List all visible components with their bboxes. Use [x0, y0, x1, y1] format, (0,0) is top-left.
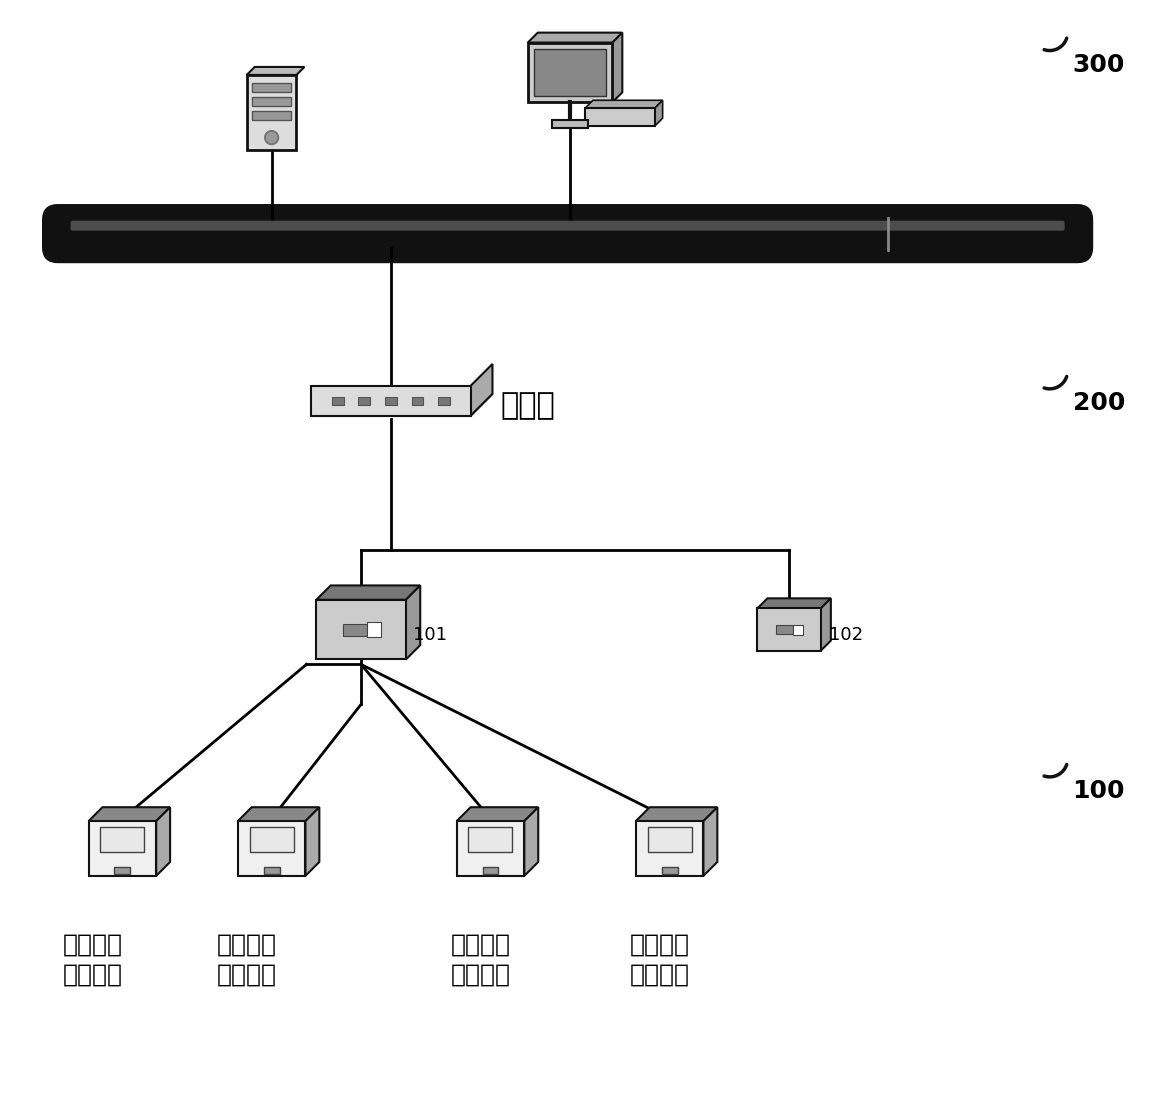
Text: 照明用电: 照明用电 — [62, 933, 122, 957]
FancyBboxPatch shape — [647, 828, 692, 852]
Text: 102: 102 — [828, 626, 862, 644]
Text: 300: 300 — [1073, 52, 1124, 76]
Polygon shape — [820, 598, 831, 650]
Polygon shape — [585, 101, 663, 109]
Polygon shape — [471, 363, 492, 416]
Text: 交换机: 交换机 — [501, 391, 556, 420]
FancyBboxPatch shape — [100, 828, 145, 852]
Polygon shape — [528, 32, 623, 42]
FancyBboxPatch shape — [251, 111, 291, 120]
Text: 能耗计量: 能耗计量 — [62, 963, 122, 987]
FancyBboxPatch shape — [251, 96, 291, 105]
FancyBboxPatch shape — [469, 828, 512, 852]
FancyBboxPatch shape — [528, 42, 612, 102]
Polygon shape — [457, 821, 524, 876]
FancyBboxPatch shape — [662, 866, 678, 874]
FancyBboxPatch shape — [43, 206, 1092, 261]
FancyBboxPatch shape — [251, 83, 291, 92]
FancyBboxPatch shape — [552, 120, 588, 129]
Text: 能耗计量: 能耗计量 — [451, 963, 511, 987]
FancyBboxPatch shape — [263, 866, 280, 874]
FancyBboxPatch shape — [343, 624, 367, 636]
FancyBboxPatch shape — [585, 109, 654, 126]
Polygon shape — [636, 808, 718, 821]
Polygon shape — [612, 32, 623, 102]
FancyBboxPatch shape — [70, 220, 1065, 230]
Circle shape — [264, 131, 278, 144]
Polygon shape — [457, 808, 538, 821]
Polygon shape — [316, 585, 421, 599]
FancyBboxPatch shape — [358, 397, 370, 404]
FancyBboxPatch shape — [114, 866, 130, 874]
FancyBboxPatch shape — [249, 828, 294, 852]
Polygon shape — [156, 808, 170, 876]
FancyBboxPatch shape — [483, 866, 498, 874]
Text: 100: 100 — [1073, 779, 1124, 803]
Text: 101: 101 — [412, 626, 446, 644]
Polygon shape — [757, 598, 831, 608]
Polygon shape — [237, 821, 306, 876]
Polygon shape — [247, 66, 304, 75]
Text: 特殊用电: 特殊用电 — [630, 933, 690, 957]
Polygon shape — [311, 386, 471, 416]
Circle shape — [267, 133, 276, 143]
Text: 能耗计量: 能耗计量 — [630, 963, 690, 987]
Polygon shape — [757, 608, 820, 650]
FancyBboxPatch shape — [411, 397, 423, 404]
Text: 200: 200 — [1073, 391, 1124, 414]
FancyBboxPatch shape — [793, 625, 804, 635]
FancyBboxPatch shape — [777, 625, 793, 634]
FancyBboxPatch shape — [438, 397, 450, 404]
FancyBboxPatch shape — [367, 623, 382, 637]
Text: 空调用电: 空调用电 — [217, 933, 277, 957]
Polygon shape — [306, 808, 320, 876]
Polygon shape — [237, 808, 320, 821]
FancyBboxPatch shape — [247, 75, 296, 150]
Polygon shape — [654, 101, 663, 126]
FancyBboxPatch shape — [385, 397, 397, 404]
Text: 能耗计量: 能耗计量 — [217, 963, 277, 987]
Polygon shape — [524, 808, 538, 876]
Polygon shape — [88, 808, 170, 821]
Polygon shape — [88, 821, 156, 876]
Polygon shape — [704, 808, 718, 876]
Polygon shape — [636, 821, 704, 876]
Polygon shape — [316, 599, 405, 659]
Text: 动力用电: 动力用电 — [451, 933, 511, 957]
Polygon shape — [405, 585, 421, 659]
FancyBboxPatch shape — [333, 397, 344, 404]
FancyBboxPatch shape — [533, 49, 606, 96]
Polygon shape — [311, 393, 492, 416]
